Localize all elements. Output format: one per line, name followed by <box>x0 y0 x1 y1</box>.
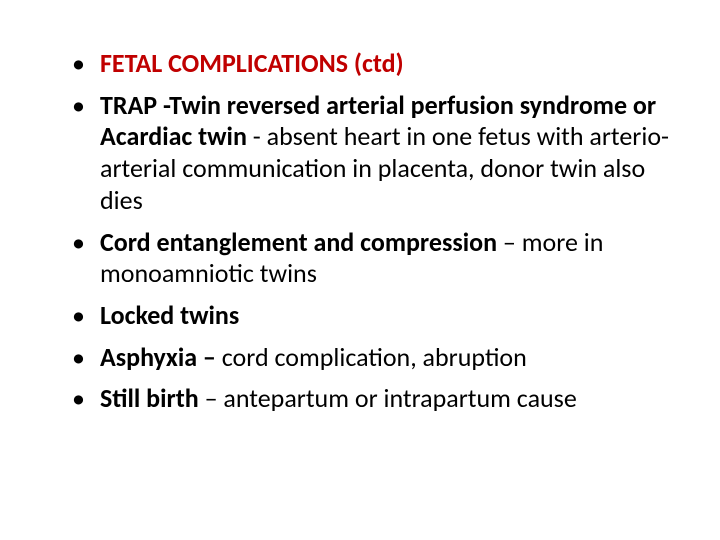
list-item: Still birth – antepartum or intrapartum … <box>72 383 672 415</box>
bullet-heading: Asphyxia – <box>100 341 216 373</box>
bullet-body: cord complication, abruption <box>216 341 527 373</box>
list-item: Locked twins <box>72 300 672 332</box>
bullet-list: FETAL COMPLICATIONS (ctd) TRAP -Twin rev… <box>72 48 672 415</box>
list-item: Asphyxia – cord complication, abruption <box>72 342 672 374</box>
bullet-heading: Cord entanglement and compression <box>100 226 497 258</box>
bullet-heading: FETAL COMPLICATIONS (ctd) <box>100 47 404 79</box>
list-item: TRAP -Twin reversed arterial perfusion s… <box>72 90 672 217</box>
bullet-body: – antepartum or intrapartum cause <box>199 382 577 414</box>
slide: FETAL COMPLICATIONS (ctd) TRAP -Twin rev… <box>0 0 720 540</box>
list-item: FETAL COMPLICATIONS (ctd) <box>72 48 672 80</box>
list-item: Cord entanglement and compression – more… <box>72 227 672 290</box>
bullet-heading: Locked twins <box>100 299 239 331</box>
bullet-heading: Still birth <box>100 382 199 414</box>
